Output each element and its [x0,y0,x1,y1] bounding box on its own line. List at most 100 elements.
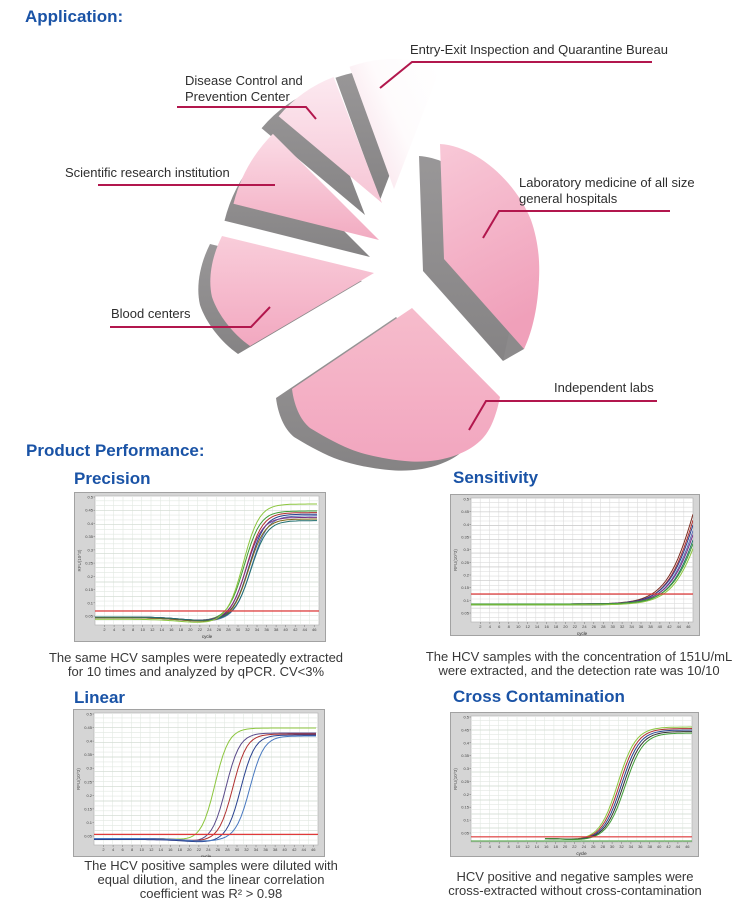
svg-text:40: 40 [282,847,287,852]
svg-text:32: 32 [245,627,250,632]
svg-text:24: 24 [582,844,587,849]
svg-text:14: 14 [158,847,163,852]
svg-text:46: 46 [311,847,316,852]
svg-text:0.2: 0.2 [87,574,93,579]
svg-text:16: 16 [169,627,174,632]
svg-text:12: 12 [525,624,530,629]
svg-text:4: 4 [112,847,115,852]
svg-text:0.25: 0.25 [461,779,470,784]
svg-text:20: 20 [563,624,568,629]
svg-text:14: 14 [535,844,540,849]
svg-text:0.45: 0.45 [461,727,470,732]
svg-text:26: 26 [592,624,597,629]
svg-text:14: 14 [535,624,540,629]
svg-text:28: 28 [601,624,606,629]
svg-text:4: 4 [489,844,492,849]
svg-text:20: 20 [187,847,192,852]
svg-text:10: 10 [516,624,521,629]
svg-text:8: 8 [508,624,511,629]
svg-text:0.3: 0.3 [463,547,469,552]
svg-text:0.15: 0.15 [461,805,470,810]
svg-text:8: 8 [132,627,135,632]
svg-text:0.3: 0.3 [463,766,469,771]
svg-text:22: 22 [573,624,578,629]
svg-text:30: 30 [610,844,615,849]
svg-text:12: 12 [150,627,155,632]
svg-text:0.05: 0.05 [84,834,93,839]
svg-text:26: 26 [591,844,596,849]
svg-text:12: 12 [525,844,530,849]
svg-text:0.35: 0.35 [461,753,470,758]
svg-text:34: 34 [629,844,634,849]
svg-text:28: 28 [600,844,605,849]
svg-text:4: 4 [489,624,492,629]
svg-text:34: 34 [629,624,634,629]
svg-text:2: 2 [103,627,106,632]
svg-text:cycle: cycle [202,634,213,639]
svg-text:6: 6 [122,627,125,632]
svg-text:42: 42 [293,627,298,632]
svg-text:32: 32 [620,624,625,629]
svg-text:30: 30 [236,627,241,632]
svg-text:0.25: 0.25 [84,779,93,784]
svg-text:44: 44 [676,844,681,849]
svg-text:16: 16 [168,847,173,852]
svg-text:36: 36 [264,627,269,632]
svg-text:0.4: 0.4 [86,739,92,744]
svg-text:0.45: 0.45 [85,508,94,513]
svg-text:40: 40 [283,627,288,632]
svg-text:0.2: 0.2 [463,573,469,578]
svg-text:0.25: 0.25 [461,560,470,565]
svg-text:38: 38 [647,844,652,849]
svg-text:20: 20 [563,844,568,849]
svg-text:28: 28 [226,627,231,632]
svg-text:0.1: 0.1 [463,598,469,603]
svg-text:10: 10 [516,844,521,849]
svg-text:46: 46 [685,844,690,849]
svg-text:0.45: 0.45 [461,509,470,514]
svg-text:0.1: 0.1 [87,600,93,605]
svg-text:44: 44 [302,627,307,632]
svg-text:38: 38 [273,847,278,852]
svg-text:0.05: 0.05 [461,831,470,836]
svg-text:0.4: 0.4 [463,740,469,745]
svg-text:18: 18 [554,624,559,629]
svg-text:36: 36 [263,847,268,852]
svg-text:2: 2 [479,624,482,629]
svg-text:22: 22 [197,847,202,852]
svg-text:RFU(10^3): RFU(10^3) [453,768,458,790]
svg-text:0.2: 0.2 [86,793,92,798]
svg-text:0.4: 0.4 [463,522,469,527]
svg-text:cycle: cycle [201,854,212,857]
svg-text:cycle: cycle [576,851,587,856]
svg-text:0.5: 0.5 [463,715,469,720]
svg-text:24: 24 [206,847,211,852]
svg-text:0.25: 0.25 [85,561,94,566]
svg-text:0.35: 0.35 [461,535,470,540]
svg-text:26: 26 [217,627,222,632]
svg-text:0.5: 0.5 [463,497,469,502]
svg-text:30: 30 [235,847,240,852]
svg-text:32: 32 [244,847,249,852]
svg-text:0.1: 0.1 [86,820,92,825]
svg-text:24: 24 [582,624,587,629]
svg-text:cycle: cycle [577,631,588,636]
svg-text:2: 2 [479,844,482,849]
svg-text:2: 2 [102,847,105,852]
svg-text:0.45: 0.45 [84,725,93,730]
svg-text:RFU(10^3): RFU(10^3) [453,549,458,571]
svg-text:RFU(10^3): RFU(10^3) [77,549,82,571]
svg-text:18: 18 [178,847,183,852]
svg-text:22: 22 [572,844,577,849]
svg-text:6: 6 [498,624,501,629]
svg-text:0.5: 0.5 [86,712,92,717]
svg-text:0.35: 0.35 [85,534,94,539]
svg-text:8: 8 [507,844,510,849]
svg-text:16: 16 [544,844,549,849]
svg-text:4: 4 [113,627,116,632]
svg-text:46: 46 [312,627,317,632]
svg-text:0.5: 0.5 [87,495,93,500]
svg-text:8: 8 [131,847,134,852]
svg-text:30: 30 [610,624,615,629]
svg-text:36: 36 [638,844,643,849]
